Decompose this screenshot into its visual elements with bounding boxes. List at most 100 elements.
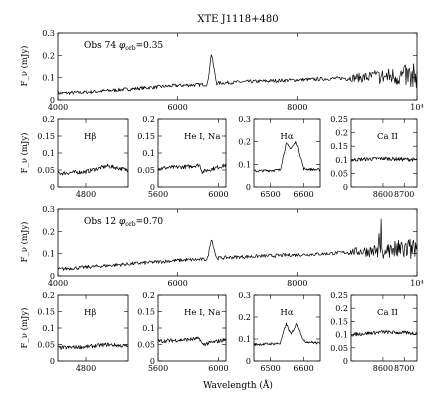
- observation-label-full1: Obs 74 φorb=0.35: [84, 41, 163, 52]
- x-tick-label-he2: 5600: [148, 364, 168, 373]
- panel-hb2: 4800 0 0.05 0.1 0.15 0.2 Hβ: [37, 291, 129, 373]
- spectrum-line-hb1: [57, 163, 129, 176]
- x-tick-label-hb2: 4800: [76, 364, 96, 373]
- y-tick-label-ca1: 0: [343, 183, 348, 192]
- figure-title: XTE J1118+480: [197, 14, 278, 25]
- y-tick-label-ca1: 0.25: [330, 115, 348, 124]
- x-tick-label-ca2: 8700: [394, 364, 414, 373]
- y-tick-label-he2: 0.2: [142, 291, 155, 300]
- x-tick-label-he1: 5600: [148, 190, 168, 199]
- y-tick-label-full1: 0.3: [42, 29, 55, 38]
- y-axis-label-3: F_ν (mJy): [19, 222, 30, 263]
- x-tick-label-full1: 4000: [48, 103, 68, 112]
- y-tick-label-full1: 0.2: [42, 51, 55, 60]
- spectrum-line-ha1: [253, 140, 321, 173]
- y-tick-label-he1: 0.05: [137, 166, 155, 175]
- spectrum-line-hb2: [57, 342, 129, 350]
- axes-frame-full2: [57, 208, 418, 277]
- axes-frame-ca2: [350, 294, 418, 362]
- y-tick-label-hb2: 0: [50, 357, 55, 366]
- spectrum-line-full1: [57, 54, 418, 96]
- spectrum-line-ca1: [350, 156, 418, 162]
- x-tick-label-ha2: 6500: [260, 364, 280, 373]
- y-tick-label-hb2: 0.1: [42, 324, 55, 333]
- line-label-ca1: Ca II: [377, 132, 398, 142]
- x-tick-label-full2: 6000: [167, 279, 187, 288]
- y-tick-label-hb1: 0: [50, 183, 55, 192]
- axes-frame-he2: [157, 294, 227, 362]
- spectrum-line-ca2: [351, 330, 418, 337]
- x-tick-label-he1: 6000: [208, 190, 228, 199]
- spectrum-line-full2: [57, 218, 418, 271]
- y-axis-label-2: F_ν (mJy): [19, 133, 30, 174]
- panel-ha2: 6500 6600 0 0.1 0.2 0.3 Hα: [238, 291, 321, 373]
- panel-hb1: 4800 0 0.05 0.1 0.15 0.2 Hβ: [37, 115, 129, 199]
- spectrum-line-he1: [157, 163, 227, 174]
- axes-frame-ca1: [350, 118, 418, 188]
- axes-frame-ha1: [253, 118, 321, 188]
- line-label-ha2: Hα: [280, 308, 293, 318]
- axes-frame-hb1: [57, 118, 129, 188]
- axes-frame-hb2: [57, 294, 129, 362]
- x-tick-label-ca1: 8700: [394, 190, 414, 199]
- y-tick-label-hb1: 0.1: [42, 149, 55, 158]
- y-tick-label-ca2: 0.25: [330, 291, 348, 300]
- line-label-he1: He I, Na: [184, 132, 220, 142]
- y-tick-label-he1: 0.1: [142, 149, 155, 158]
- axes-frame-ha2: [253, 294, 321, 362]
- spectrum-line-ha2: [253, 322, 321, 347]
- axes-frame-he1: [157, 118, 227, 188]
- y-axis-label-1: F_ν (mJy): [19, 46, 30, 87]
- x-tick-label-ca1: 8600: [373, 190, 393, 199]
- y-tick-label-he1: 0.2: [142, 115, 155, 124]
- line-label-ca2: Ca II: [377, 308, 398, 318]
- y-tick-label-ca2: 0.2: [335, 304, 348, 313]
- y-tick-label-hb2: 0.05: [37, 341, 55, 350]
- x-tick-label-he2: 6000: [208, 364, 228, 373]
- panel-he1: 5600 6000 0 0.05 0.1 0.15 0.2 He I, Na: [137, 115, 228, 199]
- y-tick-label-he2: 0.05: [137, 341, 155, 350]
- panel-ha1: 6500 6600 0 0.1 0.2 0.3 Hα: [238, 115, 321, 199]
- panel-he2: 5600 6000 0 0.05 0.1 0.15 0.2 He I, Na: [137, 291, 228, 373]
- x-tick-label-full1: 6000: [167, 103, 187, 112]
- x-tick-label-ha2: 6600: [293, 364, 313, 373]
- observation-label-full2: Obs 12 φorb=0.70: [84, 217, 163, 228]
- y-tick-label-ca2: 0.15: [330, 317, 348, 326]
- y-tick-label-full2: 0.2: [42, 227, 55, 236]
- y-tick-label-ca2: 0.05: [330, 344, 348, 353]
- x-tick-label-full2: 4000: [48, 279, 68, 288]
- y-tick-label-he1: 0: [150, 183, 155, 192]
- line-label-hb1: Hβ: [84, 132, 96, 142]
- y-tick-label-he2: 0: [150, 357, 155, 366]
- y-tick-label-ha2: 0.2: [238, 313, 251, 322]
- y-tick-label-ha2: 0.3: [238, 291, 251, 300]
- y-tick-label-full1: 0.1: [42, 74, 55, 83]
- x-tick-label-ha1: 6500: [260, 190, 280, 199]
- y-tick-label-full1: 0: [50, 96, 55, 105]
- y-tick-label-full2: 0.1: [42, 250, 55, 259]
- y-tick-label-ha1: 0: [246, 183, 251, 192]
- y-tick-label-ca1: 0.15: [330, 142, 348, 151]
- x-tick-label-full1: 10⁴: [410, 103, 423, 112]
- y-tick-label-ha1: 0.2: [238, 138, 251, 147]
- line-label-ha1: Hα: [280, 132, 293, 142]
- y-tick-label-ha1: 0.3: [238, 115, 251, 124]
- x-tick-label-full2: 8000: [287, 279, 307, 288]
- y-tick-label-ca1: 0.2: [335, 129, 348, 138]
- panel-ca1: 8600 8700 0 0.05 0.1 0.15 0.2 0.25 Ca II: [330, 115, 418, 199]
- panel-ca2: 8600 8700 0 0.05 0.1 0.15 0.2 0.25 Ca II: [330, 291, 418, 373]
- x-tick-label-full1: 8000: [287, 103, 307, 112]
- line-label-he2: He I, Na: [184, 308, 220, 318]
- y-tick-label-hb1: 0.2: [42, 115, 55, 124]
- y-tick-label-ha2: 0: [246, 357, 251, 366]
- panel-full1: 4000 6000 8000 10⁴ 0 0.1 0.2 0.3 Obs 74 φorb=0.3…: [42, 29, 423, 112]
- x-tick-label-hb1: 4800: [76, 190, 96, 199]
- y-tick-label-full2: 0.3: [42, 205, 55, 214]
- y-tick-label-ha2: 0.1: [238, 335, 251, 344]
- x-axis-label: Wavelength (Å): [203, 379, 273, 391]
- y-tick-label-ca2: 0.1: [335, 331, 348, 340]
- y-tick-label-hb2: 0.2: [42, 291, 55, 300]
- y-tick-label-he2: 0.15: [137, 308, 155, 317]
- y-tick-label-he1: 0.15: [137, 132, 155, 141]
